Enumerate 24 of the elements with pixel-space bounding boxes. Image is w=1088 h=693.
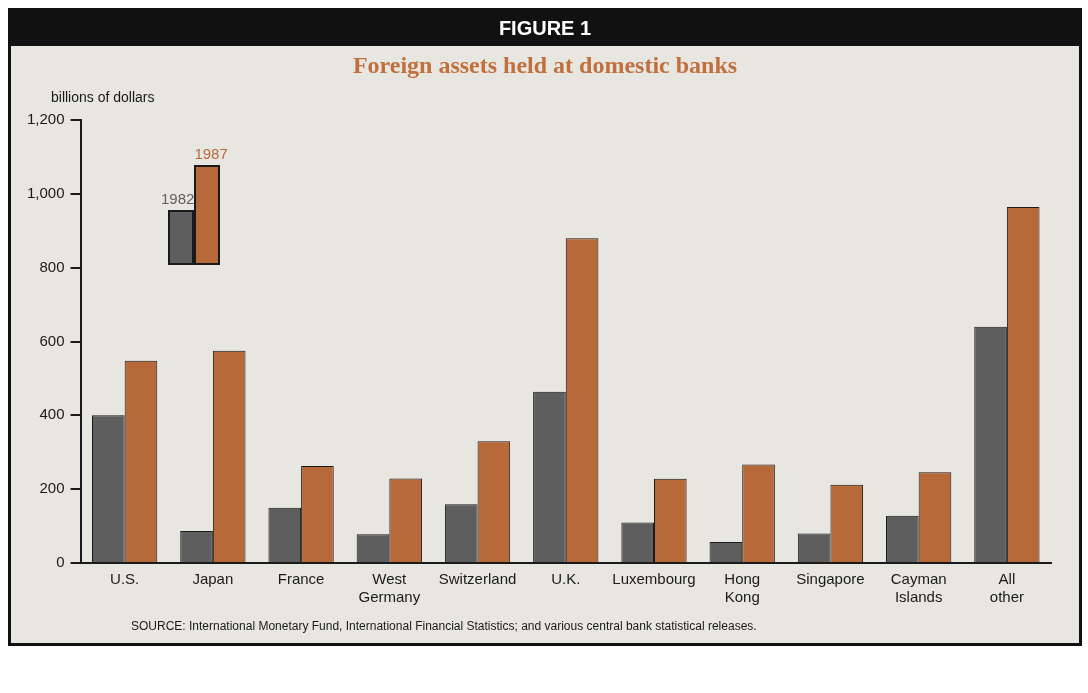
x-tick-label: Switzerland [438,570,517,588]
x-tick-label: Luxembourg [612,570,696,588]
text: 1982 [161,190,195,207]
x-tick-label: Japan [192,570,234,588]
x-tick-label: Singapore [796,570,865,588]
x-tick-label: Hong Kong [724,570,761,606]
text: 1987 [194,145,228,162]
y-tick-label: 0 [56,553,65,571]
y-axis-title: billions of dollars [50,89,156,105]
y-tick-label: 800 [39,257,65,275]
y-tick-label: 1,200 [26,110,65,128]
y-tick-label: 400 [39,405,65,423]
chart-subtitle: Foreign assets held at domestic banks [351,51,739,80]
source-note: SOURCE: International Monetary Fund, International Financial Statistics; and various central bank statistical releases. [130,618,758,635]
x-tick-label: West Germany [358,570,421,606]
x-tick-label: U.K. [551,570,581,588]
x-tick-label: France [277,570,325,588]
chart-title: FIGURE 1 [11,11,1079,46]
x-tick-label: All other [989,570,1024,606]
y-tick-label: 200 [39,479,65,497]
y-tick-label: 600 [39,331,65,349]
x-tick-label: U.S. [110,570,140,588]
x-tick-label: Cayman Islands [890,570,947,606]
y-tick-label: 1,000 [26,183,65,201]
